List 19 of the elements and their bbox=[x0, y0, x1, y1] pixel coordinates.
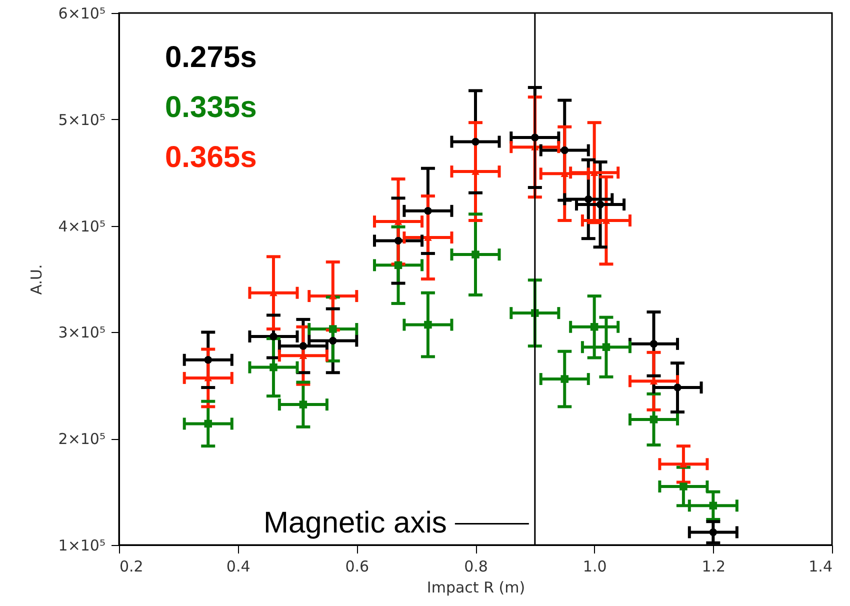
x-axis-title: Impact R (m) bbox=[426, 578, 526, 596]
y-tick-label: 3×10⁵ bbox=[58, 324, 106, 342]
y-tick-label: 1×10⁵ bbox=[58, 536, 106, 554]
y-tick-label: 5×10⁵ bbox=[58, 110, 106, 129]
text: 0.335s bbox=[165, 91, 257, 124]
annotation: Magnetic axis bbox=[263, 506, 447, 540]
text: 0.275s bbox=[165, 41, 257, 74]
x-tick-label: 1.2 bbox=[702, 558, 726, 576]
x-tick-label: 0.4 bbox=[226, 558, 250, 576]
y-tick-label: 6×10⁵ bbox=[58, 4, 106, 22]
x-tick-label: 1.0 bbox=[582, 558, 607, 576]
text: 0.365s bbox=[165, 141, 257, 174]
x-tick-label: 0.2 bbox=[120, 558, 144, 576]
y-axis-title: A.U. bbox=[27, 264, 46, 295]
y-tick-label: 2×10⁵ bbox=[58, 430, 106, 448]
y-tick-label: 4×10⁵ bbox=[58, 217, 106, 236]
x-tick-label: 0.6 bbox=[345, 558, 370, 576]
x-tick-label: 1.4 bbox=[808, 558, 832, 576]
x-tick-label: 0.8 bbox=[464, 558, 488, 576]
